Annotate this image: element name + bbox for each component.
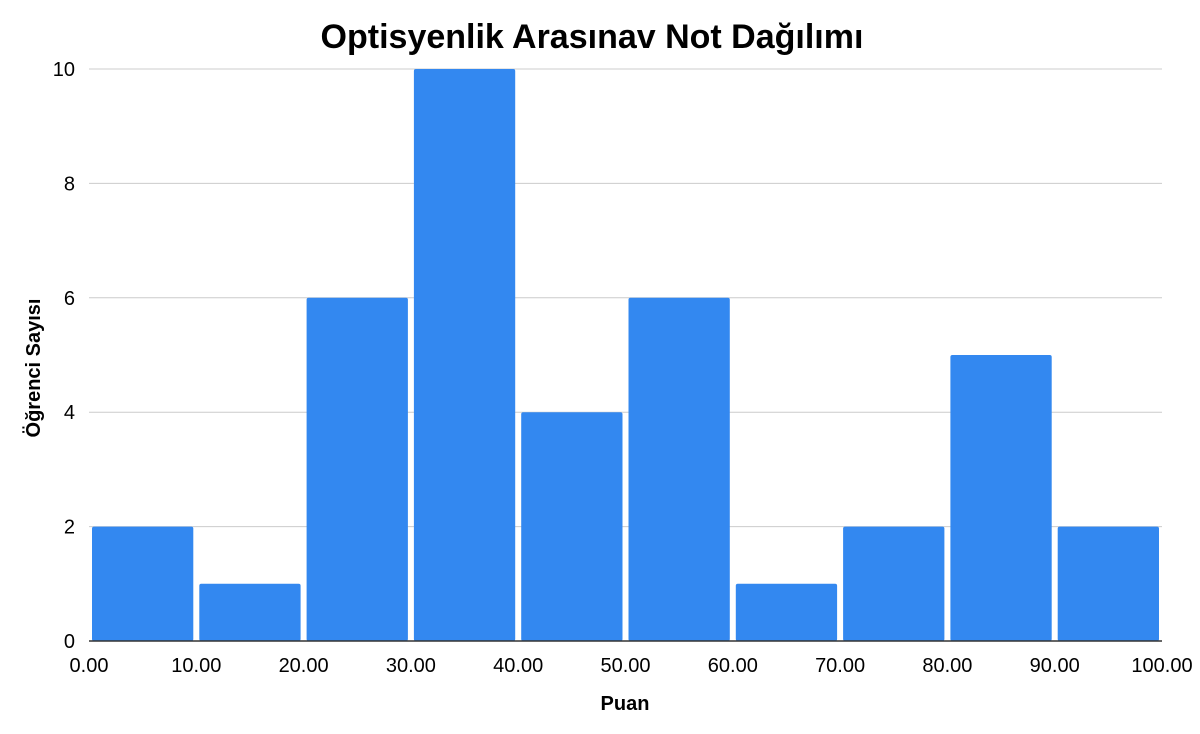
y-axis-label: Öğrenci Sayısı — [22, 299, 45, 438]
x-tick-label: 50.00 — [600, 655, 650, 677]
y-tick-label: 6 — [64, 288, 75, 310]
bars — [92, 69, 1159, 641]
x-axis-label: Puan — [601, 693, 650, 715]
x-tick-label: 100.00 — [1131, 655, 1192, 677]
y-tick-label: 10 — [53, 59, 75, 81]
histogram-bar — [413, 69, 516, 641]
x-tick-label: 10.00 — [171, 655, 221, 677]
x-tick-label: 20.00 — [279, 655, 329, 677]
y-tick-label: 2 — [64, 517, 75, 539]
x-tick-label: 40.00 — [493, 655, 543, 677]
histogram-bar — [735, 583, 838, 641]
histogram-bar — [199, 583, 301, 641]
x-tick-label: 30.00 — [386, 655, 436, 677]
histogram-bar — [306, 297, 408, 641]
histogram-bar — [92, 526, 194, 641]
x-tick-label: 0.00 — [70, 655, 109, 677]
x-tick-labels: 0.00 10.00 20.00 30.00 40.00 50.00 60.00 70.00 8… — [70, 655, 1193, 677]
y-tick-labels: 0 2 4 6 8 10 — [53, 59, 75, 653]
x-tick-label: 90.00 — [1030, 655, 1080, 677]
y-tick-label: 4 — [64, 402, 75, 424]
y-tick-label: 0 — [64, 631, 75, 653]
histogram-bar — [843, 526, 945, 641]
x-tick-label: 60.00 — [708, 655, 758, 677]
histogram-bar — [1057, 526, 1159, 641]
histogram-bar — [950, 355, 1052, 641]
chart-title: Optisyenlik Arasınav Not Dağılımı — [321, 18, 864, 56]
y-tick-label: 8 — [64, 173, 75, 195]
x-tick-label: 70.00 — [815, 655, 865, 677]
histogram-bar — [628, 297, 730, 641]
histogram-bar — [521, 412, 623, 641]
x-tick-label: 80.00 — [922, 655, 972, 677]
